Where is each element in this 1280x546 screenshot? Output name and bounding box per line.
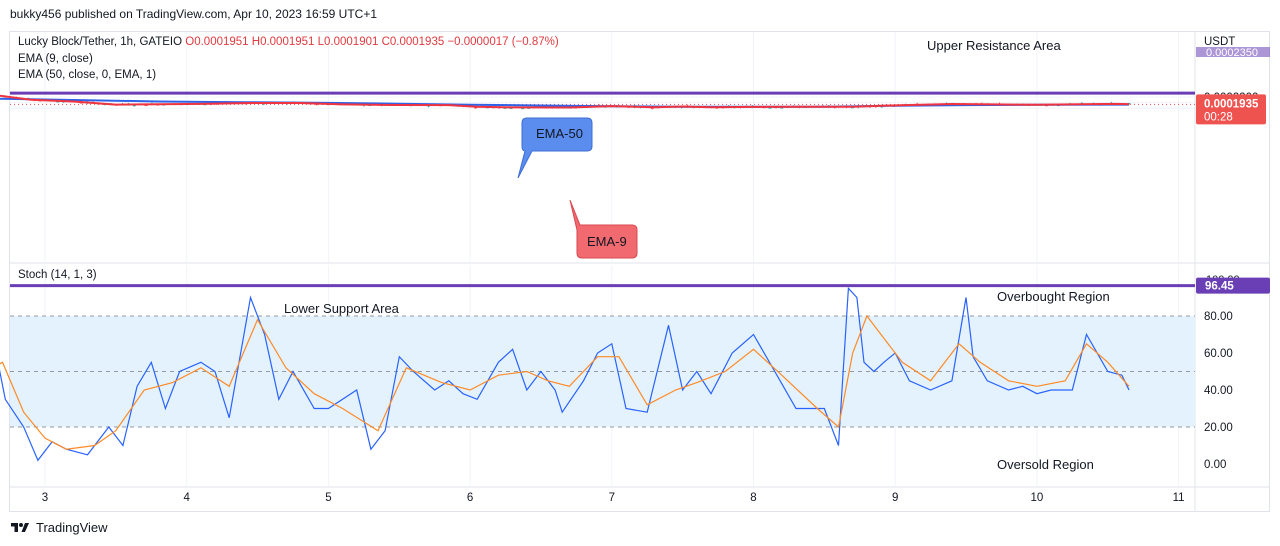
candle-body[interactable] bbox=[850, 107, 854, 109]
footer-brand[interactable]: TradingView bbox=[10, 520, 108, 535]
stoch-tick-label: 40.00 bbox=[1204, 385, 1233, 397]
candle-body[interactable] bbox=[132, 105, 136, 107]
overbought-axis-value: 96.45 bbox=[1205, 281, 1234, 293]
stoch-tick-label: 80.00 bbox=[1204, 311, 1233, 323]
upper-resistance-label: Upper Resistance Area bbox=[927, 38, 1061, 53]
ema9-callout-label: EMA-9 bbox=[587, 234, 627, 249]
chart-frame bbox=[9, 31, 1270, 512]
time-tick-label: 8 bbox=[750, 492, 756, 504]
resistance-axis-marker bbox=[1196, 47, 1270, 57]
candle-body[interactable] bbox=[56, 101, 60, 103]
ema50-callout-box bbox=[517, 117, 593, 179]
stoch-tick-label: 0.00 bbox=[1204, 459, 1226, 471]
time-tick-label: 5 bbox=[325, 492, 331, 504]
lower-support-label: Lower Support Area bbox=[284, 301, 400, 316]
time-tick-label: 3 bbox=[42, 492, 48, 504]
ema50-legend[interactable]: EMA (50, close, 0, EMA, 1) bbox=[18, 69, 157, 81]
tradingview-logo-icon bbox=[11, 522, 29, 532]
time-tick-label: 10 bbox=[1031, 492, 1044, 504]
stoch-legend[interactable]: Stoch (14, 1, 3) bbox=[18, 269, 97, 281]
publisher-line: bukky456 published on TradingView.com, A… bbox=[10, 7, 378, 21]
candle-body[interactable] bbox=[521, 108, 525, 110]
ema9-callout-box bbox=[569, 199, 638, 259]
oversold-label: Oversold Region bbox=[997, 457, 1094, 472]
candle-body[interactable] bbox=[780, 107, 784, 109]
bar-countdown: 00:28 bbox=[1204, 111, 1233, 123]
ema9-legend[interactable]: EMA (9, close) bbox=[18, 53, 93, 65]
time-tick-label: 6 bbox=[467, 492, 473, 504]
time-tick-label: 4 bbox=[183, 492, 190, 504]
time-tick-label: 9 bbox=[892, 492, 898, 504]
resistance-axis-value: 0.0002350 bbox=[1206, 47, 1258, 59]
last-price-value: 0.0001935 bbox=[1204, 98, 1259, 110]
stoch-tick-label: 20.00 bbox=[1204, 422, 1233, 434]
ohlc-values: O0.0001951 H0.0001951 L0.0001901 C0.0001… bbox=[185, 36, 559, 48]
overbought-label: Overbought Region bbox=[997, 289, 1110, 304]
footer-brand-label: TradingView bbox=[36, 520, 108, 535]
candle-body[interactable] bbox=[768, 107, 772, 109]
time-tick-label: 11 bbox=[1173, 492, 1185, 504]
stoch-d-line[interactable] bbox=[0, 314, 1130, 450]
currency-label: USDT bbox=[1204, 36, 1235, 48]
overbought-axis-tag bbox=[1196, 277, 1270, 294]
stoch-k-line[interactable] bbox=[0, 286, 1130, 462]
ema50-callout-label: EMA-50 bbox=[536, 126, 583, 141]
time-tick-label: 7 bbox=[609, 492, 615, 504]
symbol-legend: Lucky Block/Tether, 1h, GATEIO O0.000195… bbox=[18, 36, 559, 48]
stoch-tick-label: 60.00 bbox=[1204, 348, 1233, 360]
symbol-title[interactable]: Lucky Block/Tether, 1h, GATEIO bbox=[18, 36, 183, 48]
last-price-tag[interactable] bbox=[1196, 94, 1266, 125]
candle-body[interactable] bbox=[474, 107, 478, 109]
candle-body[interactable] bbox=[650, 107, 654, 109]
candle-body[interactable] bbox=[144, 105, 148, 107]
ema9-line[interactable] bbox=[0, 93, 1130, 109]
